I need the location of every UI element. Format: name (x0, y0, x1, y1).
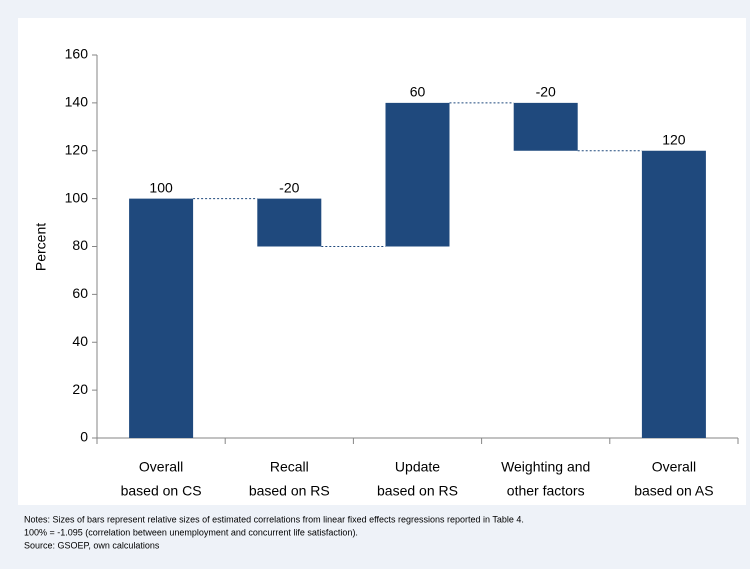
x-tick-label: based on AS (634, 483, 713, 499)
y-tick-label: 20 (72, 381, 88, 397)
y-tick-label: 40 (72, 333, 88, 349)
x-tick-label: Overall (139, 459, 183, 475)
data-label: -20 (279, 179, 299, 195)
x-tick-label: Overall (652, 459, 696, 475)
x-tick-label: Weighting and (501, 459, 590, 475)
data-label: 60 (410, 84, 426, 100)
bar (513, 102, 578, 151)
y-tick-label: 140 (65, 94, 89, 110)
bar (129, 198, 194, 438)
y-axis-label: Percent (33, 223, 49, 271)
data-label: 120 (662, 131, 686, 147)
data-label: -20 (536, 84, 556, 100)
data-label: 100 (149, 179, 173, 195)
note: Notes: Sizes of bars represent relative … (24, 514, 524, 524)
y-tick-label: 60 (72, 285, 88, 301)
y-tick-label: 120 (65, 141, 89, 157)
bar (385, 102, 450, 247)
x-tick-label: other factors (507, 483, 585, 499)
y-tick-label: 160 (65, 46, 89, 62)
x-tick-label: based on RS (249, 483, 330, 499)
y-tick-label: 100 (65, 189, 89, 205)
y-tick-label: 80 (72, 237, 88, 253)
note: Source: GSOEP, own calculations (24, 540, 160, 550)
plot-background (18, 18, 746, 505)
y-tick-label: 0 (80, 429, 88, 445)
x-tick-label: based on CS (121, 483, 202, 499)
note: 100% = -1.095 (correlation between unemp… (24, 527, 358, 537)
x-tick-label: Update (395, 459, 440, 475)
bar (641, 150, 706, 438)
bar (257, 198, 322, 247)
x-tick-label: Recall (270, 459, 309, 475)
x-tick-label: based on RS (377, 483, 458, 499)
